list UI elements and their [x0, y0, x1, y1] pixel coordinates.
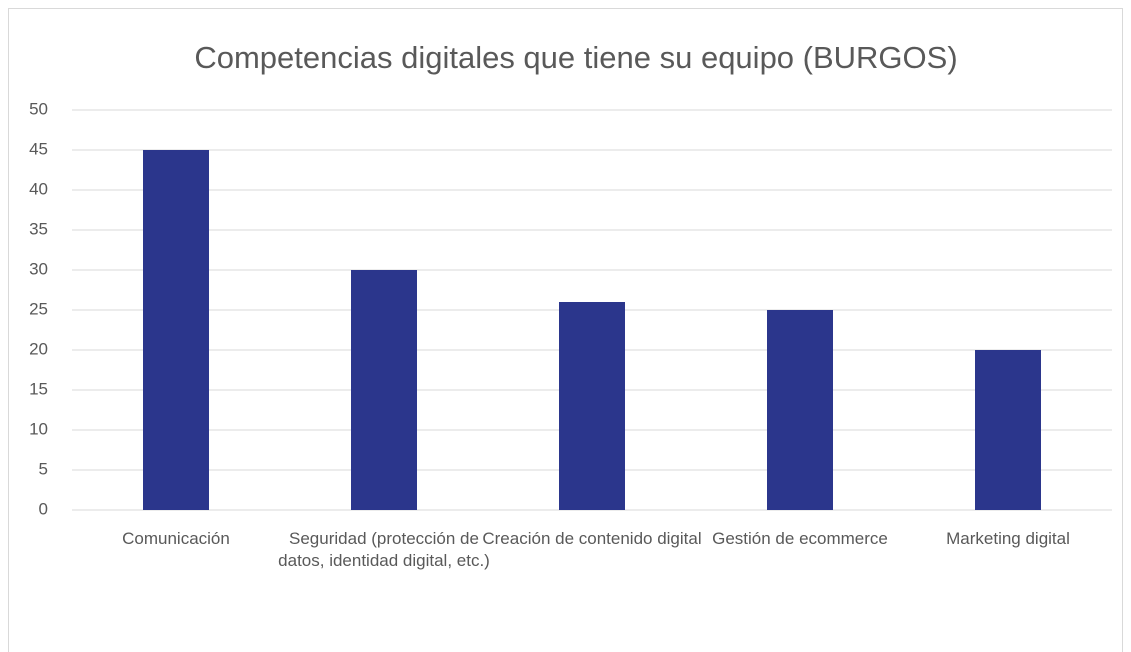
bar — [351, 270, 417, 510]
y-tick-label: 40 — [29, 179, 48, 198]
y-tick-label: 45 — [29, 139, 48, 158]
bar — [559, 302, 625, 510]
x-tick-label: Seguridad (protección de datos, identida… — [278, 529, 490, 570]
x-tick-label: Gestión de ecommerce — [712, 529, 888, 548]
y-tick-label: 35 — [29, 219, 48, 238]
x-label-box: Seguridad (protección de datos, identida… — [278, 529, 490, 570]
y-tick-label: 20 — [29, 339, 48, 358]
bar — [975, 350, 1041, 510]
y-tick-label: 5 — [39, 459, 48, 478]
x-tick-label: Marketing digital — [946, 529, 1070, 548]
y-tick-label: 50 — [29, 99, 48, 118]
x-label-box: Marketing digital — [946, 529, 1070, 548]
x-tick-label: Creación de contenido digital — [482, 529, 702, 548]
bar — [767, 310, 833, 510]
y-tick-label: 10 — [29, 419, 48, 438]
x-tick-label: Comunicación — [122, 529, 230, 548]
y-tick-label: 15 — [29, 379, 48, 398]
chart-title: Competencias digitales que tiene su equi… — [194, 40, 957, 75]
bar — [143, 150, 209, 510]
y-tick-label: 25 — [29, 299, 48, 318]
x-label-box: Gestión de ecommerce — [712, 529, 888, 548]
y-tick-label: 30 — [29, 259, 48, 278]
x-label-box: Comunicación — [122, 529, 230, 548]
y-tick-label: 0 — [39, 499, 48, 518]
x-label-box: Creación de contenido digital — [482, 529, 702, 548]
